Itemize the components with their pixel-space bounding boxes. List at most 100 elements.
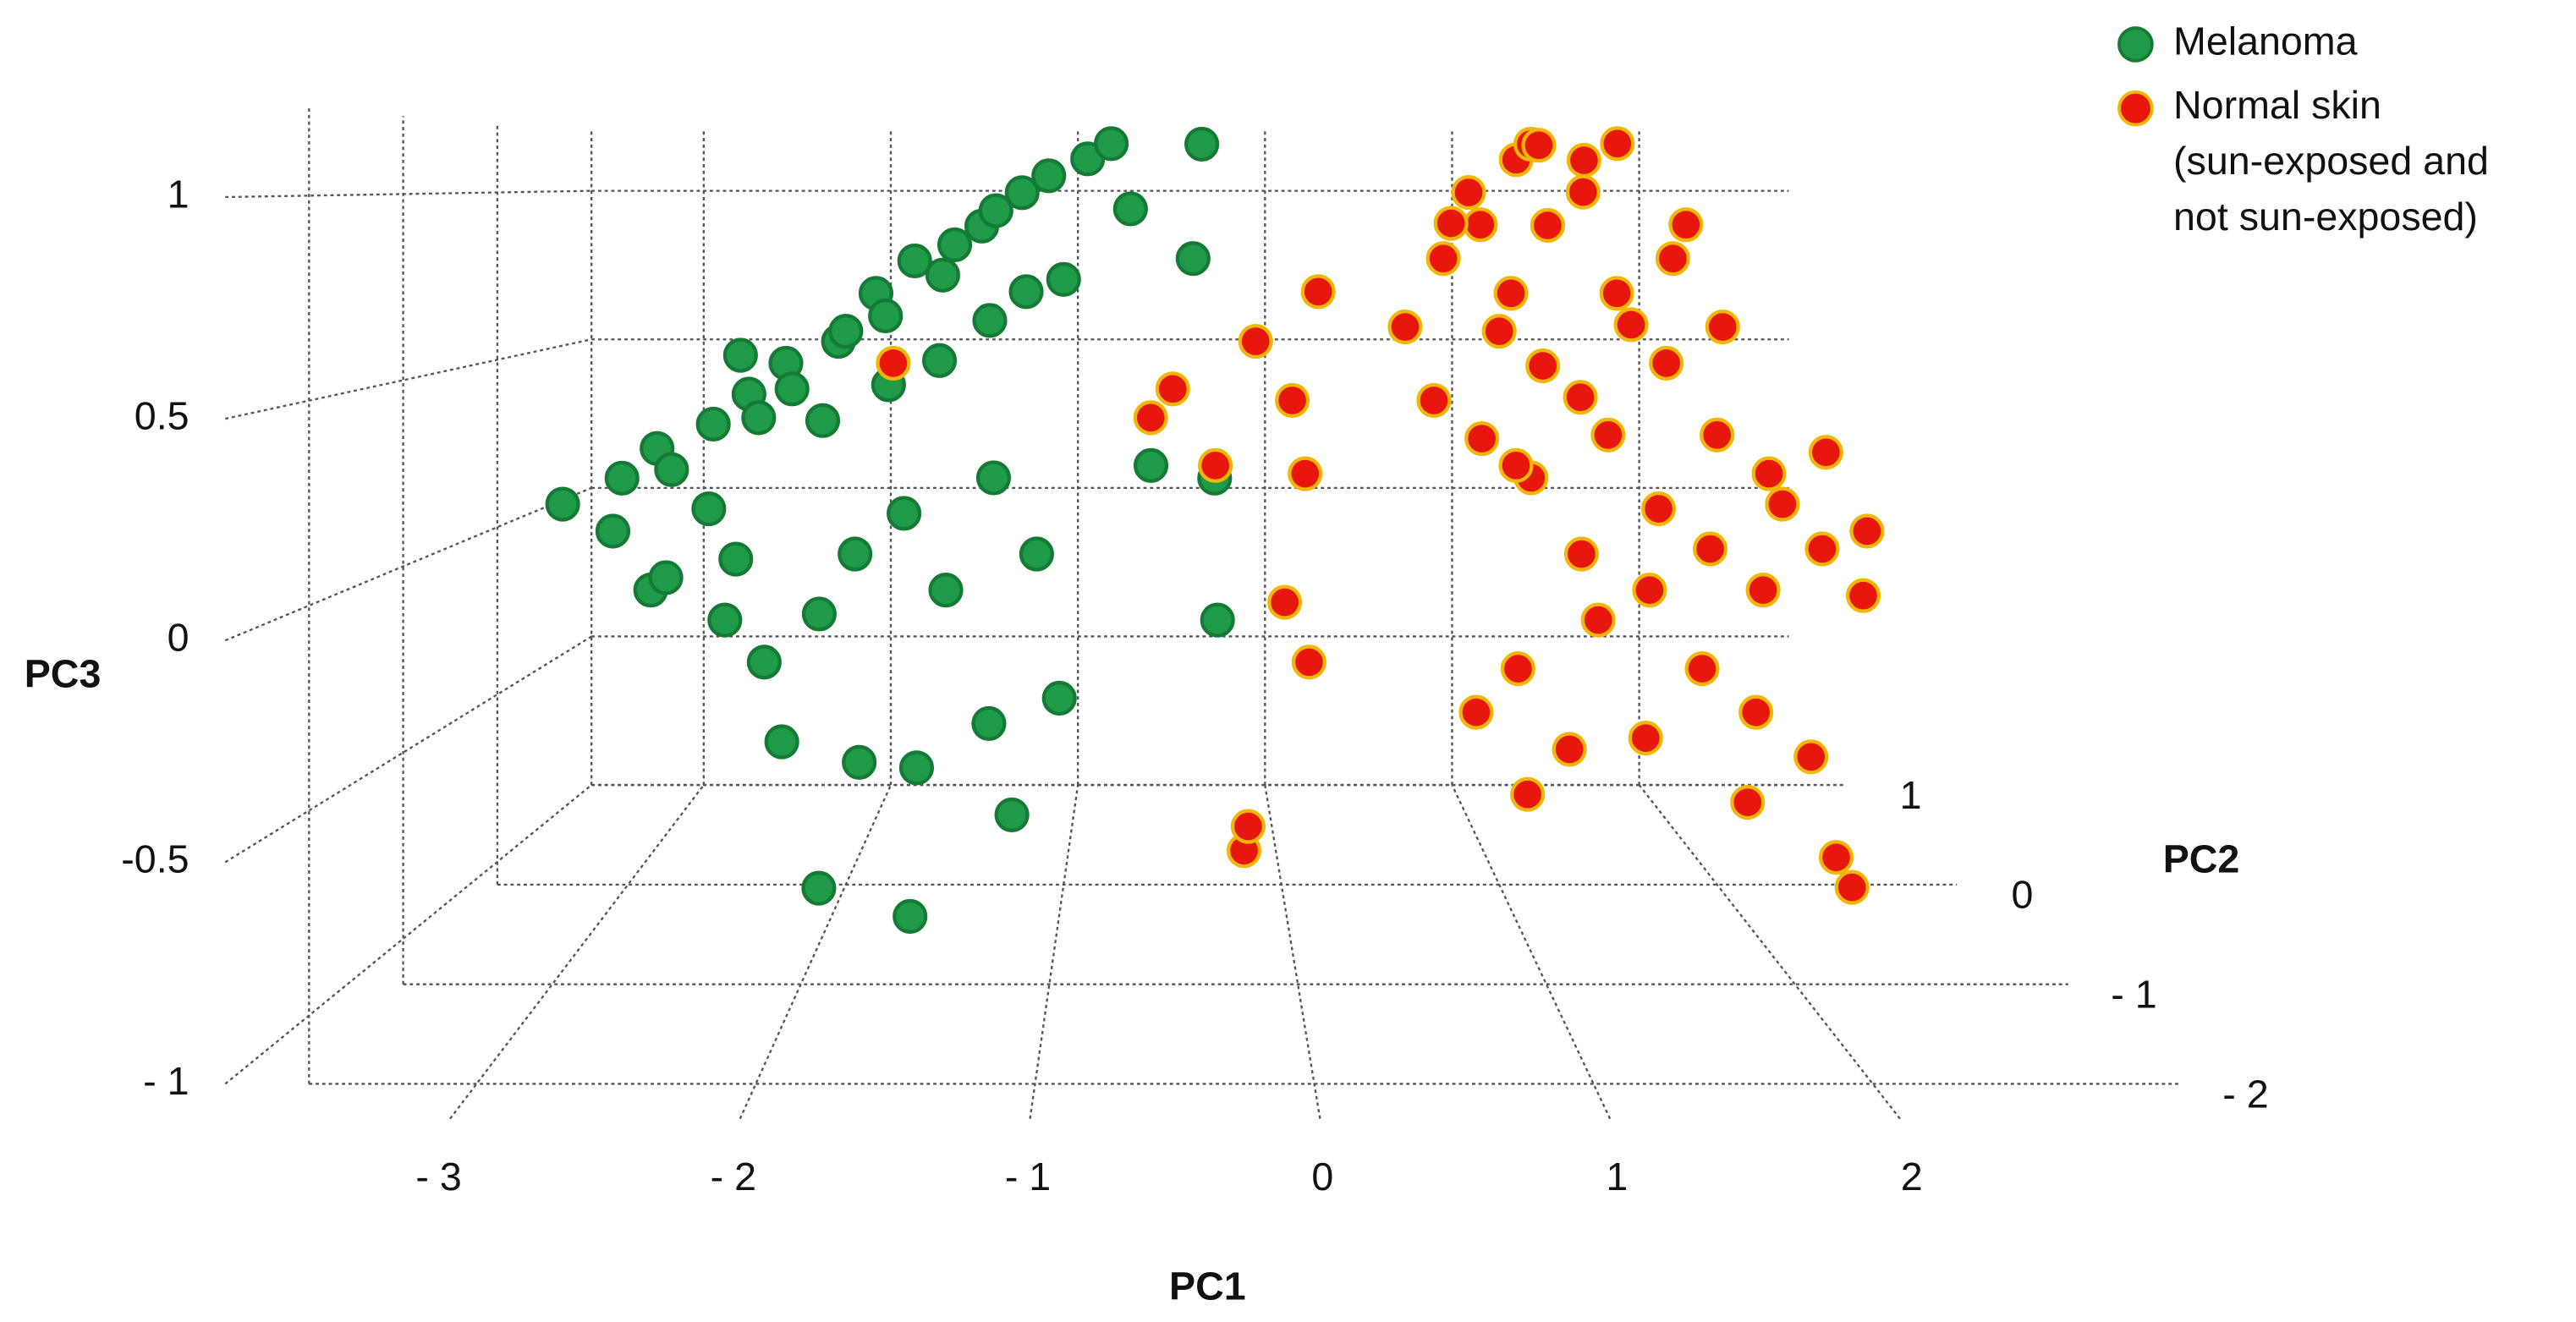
point xyxy=(876,345,911,381)
point xyxy=(1600,126,1635,162)
floor-grid-line xyxy=(1638,784,1901,1120)
legend-line: Melanoma xyxy=(2173,19,2358,63)
point xyxy=(838,536,873,572)
point xyxy=(1198,447,1233,483)
point xyxy=(1498,447,1534,483)
point xyxy=(1184,126,1220,162)
point xyxy=(1700,417,1735,453)
z-tick-label: 1 xyxy=(168,172,189,216)
point xyxy=(1230,809,1266,844)
floor-grid-line xyxy=(1264,784,1321,1119)
point xyxy=(774,371,810,407)
point xyxy=(1238,323,1273,359)
point xyxy=(1267,584,1303,620)
point xyxy=(936,227,973,262)
point xyxy=(978,193,1013,228)
point xyxy=(1751,456,1787,491)
point xyxy=(691,491,727,527)
point xyxy=(1730,785,1766,820)
point xyxy=(1632,573,1667,608)
point xyxy=(1425,241,1461,277)
labels: - 3 - 2 - 1 0 1 2 - 2 - 1 0 1 - 1 -0.5 0 0.5 1 xyxy=(121,172,2268,1199)
point xyxy=(928,573,964,608)
point xyxy=(1563,536,1599,572)
point xyxy=(1552,732,1587,767)
side-grid-line xyxy=(225,338,592,420)
point xyxy=(1765,486,1800,522)
point xyxy=(1200,602,1235,638)
point xyxy=(1094,126,1129,162)
legend-label: Normal skin (sun-exposed and not sun-expos… xyxy=(2173,83,2489,239)
point xyxy=(805,403,841,438)
point xyxy=(1463,207,1498,243)
legend-line: (sun-exposed and xyxy=(2173,139,2489,183)
legend-marker xyxy=(2117,90,2154,127)
point xyxy=(1387,309,1423,345)
point xyxy=(1640,491,1677,527)
point xyxy=(868,298,904,334)
point xyxy=(1530,207,1566,244)
floor-grid-line xyxy=(739,784,893,1120)
point xyxy=(1133,447,1169,483)
legend: Melanoma Normal skin (sun-exposed and not s… xyxy=(2117,19,2489,239)
point xyxy=(1738,694,1774,730)
legend-line: not sun-exposed) xyxy=(2173,195,2478,239)
point xyxy=(893,898,928,934)
point xyxy=(1133,400,1168,436)
point xyxy=(1493,276,1529,311)
point xyxy=(654,452,689,487)
point xyxy=(1521,128,1557,163)
x-tick-label: 0 xyxy=(1311,1155,1333,1199)
point xyxy=(1031,158,1067,194)
points xyxy=(545,126,1885,934)
legend-marker xyxy=(2117,26,2154,63)
point xyxy=(898,750,935,786)
point xyxy=(1804,531,1840,567)
point xyxy=(1041,680,1077,716)
y-tick-label: 1 xyxy=(1900,773,1922,817)
y-axis-title: PC2 xyxy=(2163,837,2240,881)
x-tick-label: - 3 xyxy=(415,1155,461,1199)
point xyxy=(1008,274,1044,310)
point xyxy=(921,343,958,378)
point xyxy=(1046,261,1081,297)
legend-label: Melanoma xyxy=(2173,19,2358,63)
point xyxy=(1613,307,1649,343)
point xyxy=(1175,241,1211,277)
point xyxy=(975,460,1012,496)
point xyxy=(1668,207,1704,243)
z-tick-label: 0 xyxy=(168,616,189,660)
x-tick-label: 2 xyxy=(1901,1155,1923,1199)
point xyxy=(828,314,864,349)
z-tick-label: -0.5 xyxy=(121,837,189,881)
point xyxy=(1004,175,1040,211)
x-tick-label: - 1 xyxy=(1005,1155,1051,1199)
point xyxy=(707,602,743,638)
point xyxy=(925,257,960,293)
point xyxy=(648,560,684,595)
point xyxy=(1112,191,1148,227)
x-tick-label: - 2 xyxy=(711,1155,756,1199)
point xyxy=(1849,513,1885,549)
floor-grid-line xyxy=(449,784,705,1120)
point xyxy=(1566,142,1601,178)
x-tick-label: 1 xyxy=(1607,1155,1629,1199)
point xyxy=(887,496,922,531)
point xyxy=(1481,314,1517,349)
x-axis-title: PC1 xyxy=(1169,1264,1246,1308)
floor-grid-line xyxy=(1451,784,1612,1120)
point xyxy=(1300,274,1336,310)
point xyxy=(1451,175,1486,211)
point xyxy=(1433,206,1469,241)
side-grid-line xyxy=(224,635,592,864)
point xyxy=(801,596,837,632)
point xyxy=(1500,651,1536,687)
point xyxy=(1155,371,1190,407)
point xyxy=(1510,776,1546,812)
point xyxy=(764,724,799,760)
point xyxy=(897,243,932,279)
point xyxy=(1834,869,1870,905)
point xyxy=(1808,435,1843,470)
